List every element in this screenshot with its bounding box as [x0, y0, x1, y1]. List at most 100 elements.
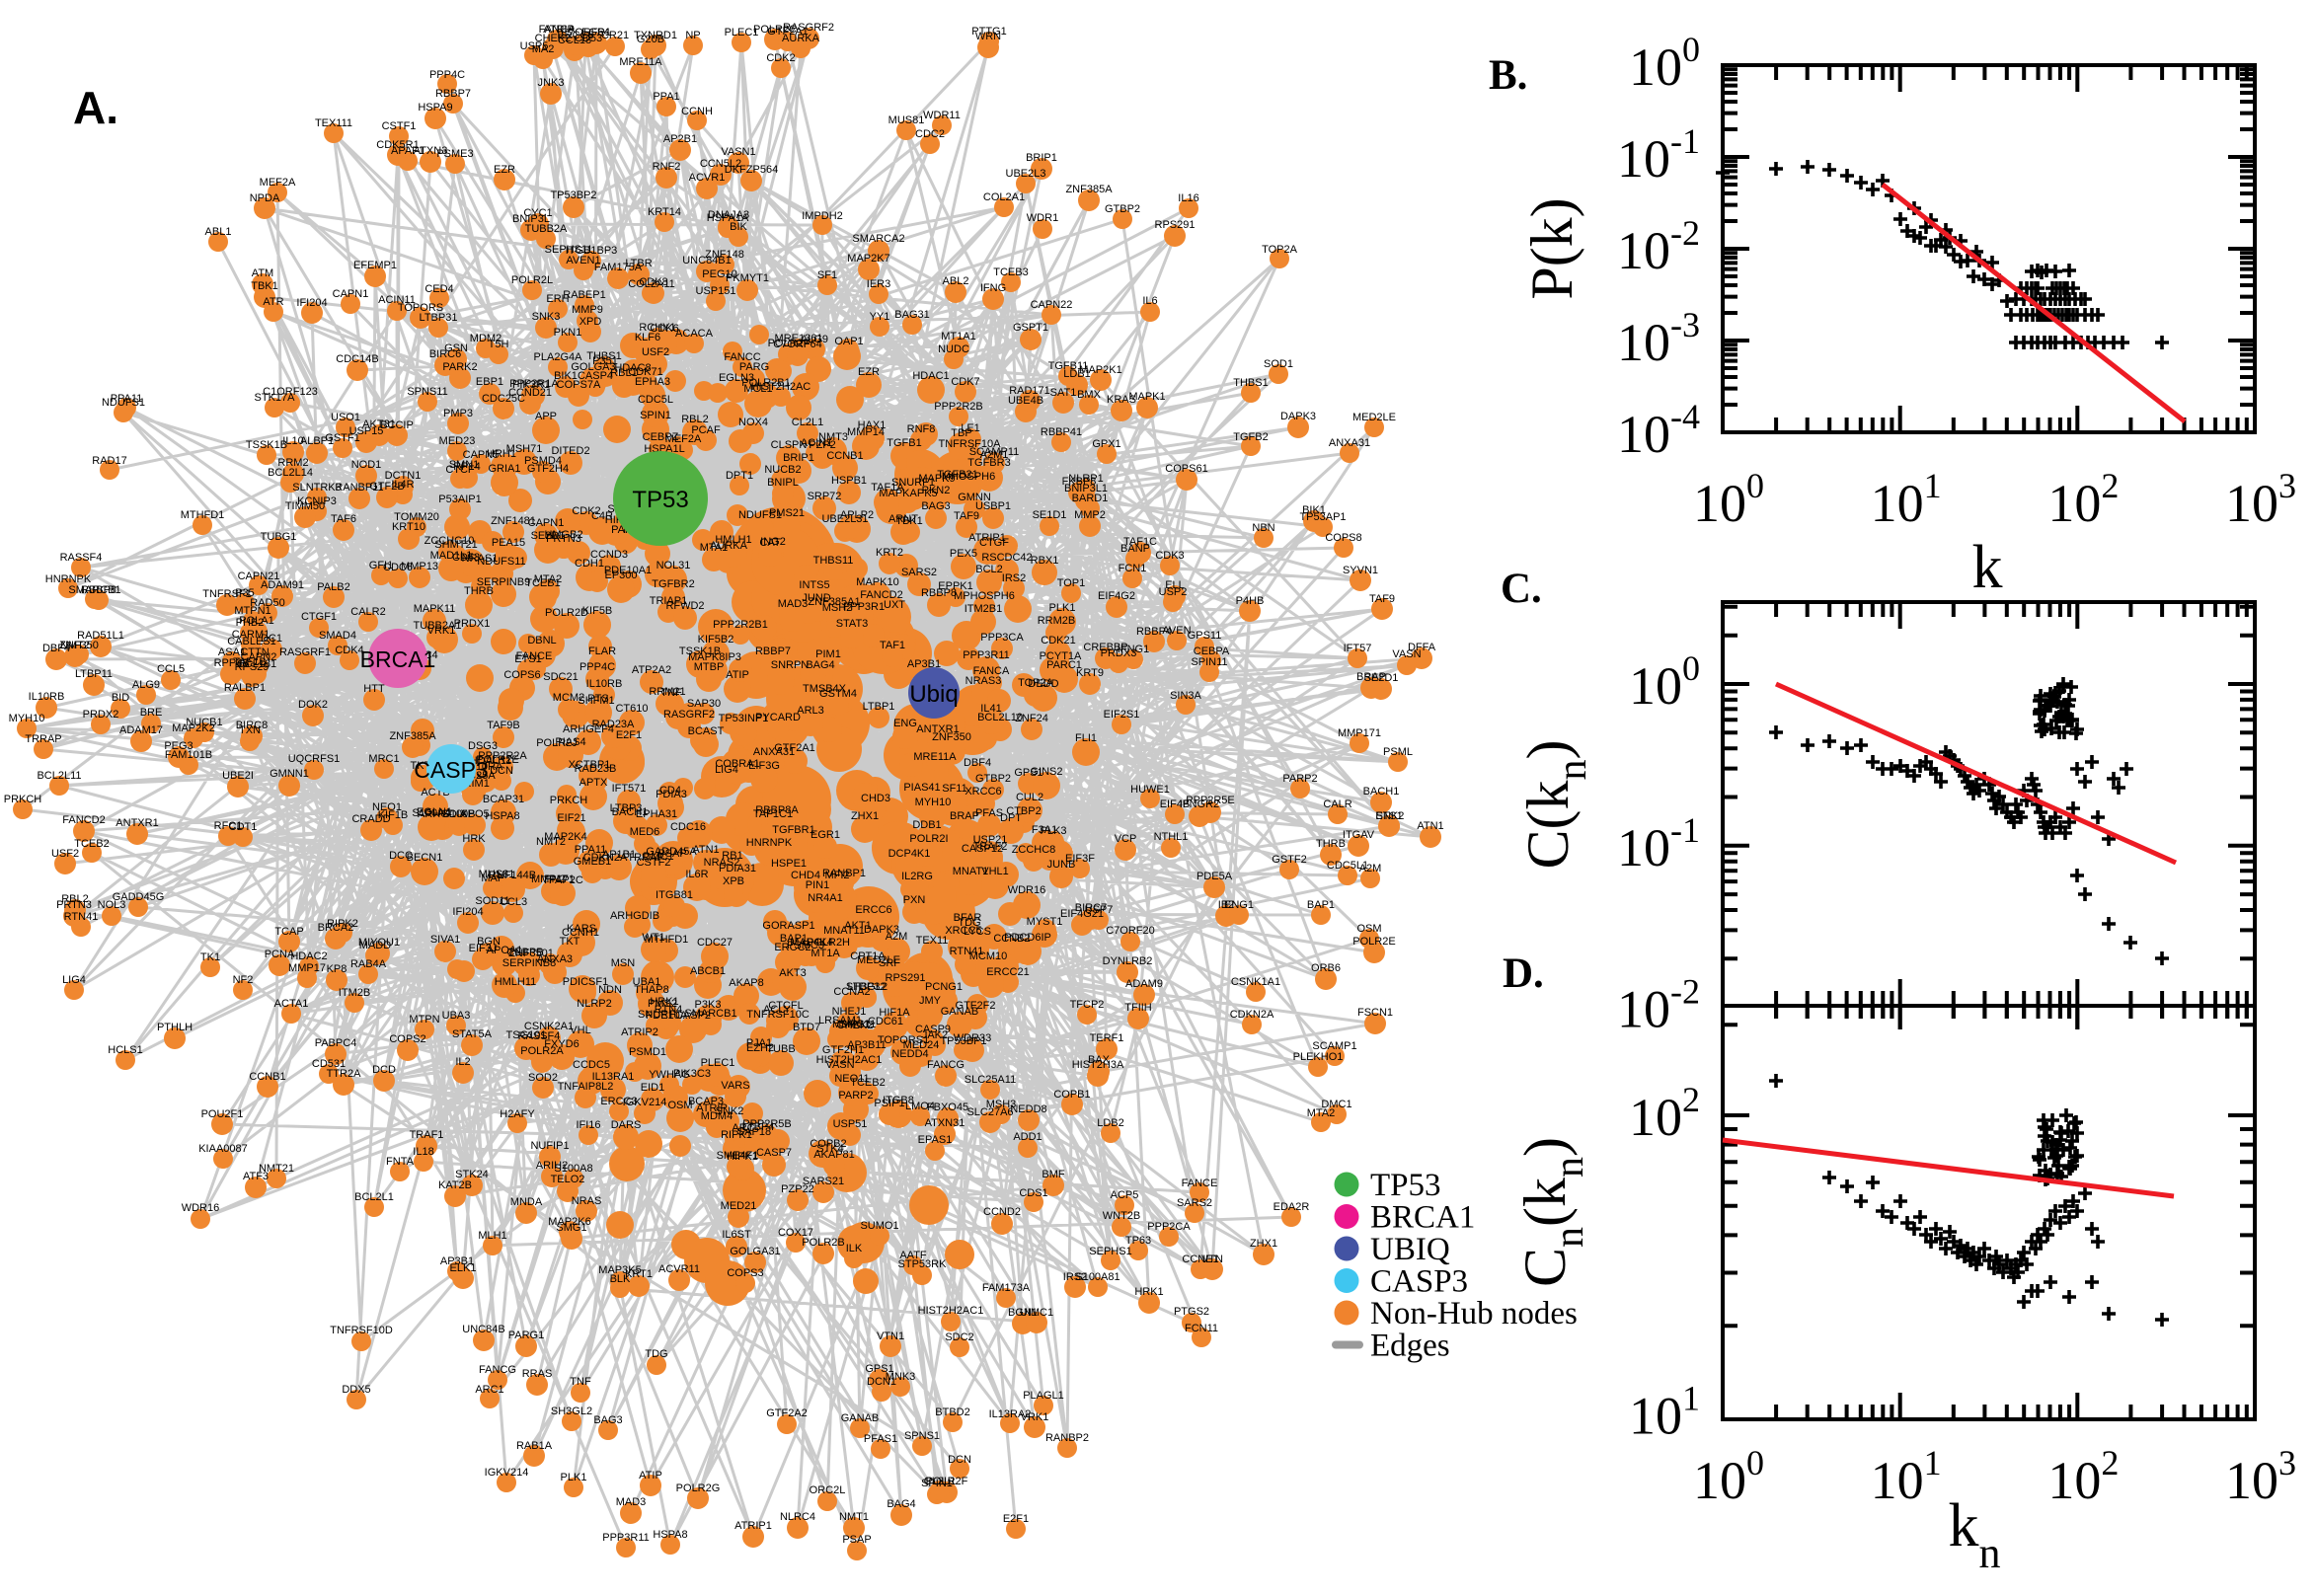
- svg-text:CDK2: CDK2: [572, 505, 600, 517]
- svg-text:PMS21: PMS21: [769, 507, 805, 519]
- svg-text:PPA11: PPA11: [575, 844, 607, 856]
- svg-text:ZNF385A: ZNF385A: [1065, 184, 1113, 195]
- svg-text:KIF5B: KIF5B: [582, 605, 613, 617]
- svg-text:BNIPL: BNIPL: [767, 477, 799, 489]
- svg-text:STAT3: STAT3: [836, 618, 869, 630]
- svg-text:CALR2: CALR2: [350, 606, 385, 618]
- svg-text:A.: A.: [73, 82, 118, 133]
- svg-text:CDC27: CDC27: [697, 937, 733, 949]
- svg-text:DPT1: DPT1: [726, 470, 753, 482]
- svg-text:PIAS41: PIAS41: [903, 782, 940, 794]
- svg-text:COL2A11: COL2A11: [628, 278, 675, 290]
- svg-text:SAP18: SAP18: [737, 1126, 771, 1138]
- svg-text:PSAP: PSAP: [657, 848, 686, 860]
- svg-text:BAP1: BAP1: [1307, 899, 1335, 911]
- svg-text:SH3GL2: SH3GL2: [551, 1406, 592, 1417]
- svg-text:EIF3J: EIF3J: [469, 943, 498, 954]
- svg-text:KAT2B: KAT2B: [438, 1179, 472, 1191]
- svg-text:XPD: XPD: [579, 316, 602, 328]
- svg-text:ILK: ILK: [846, 1243, 863, 1254]
- svg-text:COPS3: COPS3: [727, 1267, 763, 1279]
- svg-text:CCND21: CCND21: [508, 387, 552, 399]
- svg-text:CTGF: CTGF: [979, 537, 1009, 549]
- svg-text:TNFRSF10C: TNFRSF10C: [746, 1009, 810, 1021]
- svg-text:G20B: G20B: [637, 34, 664, 45]
- svg-text:SERPINB9: SERPINB9: [477, 576, 530, 588]
- svg-text:GMNN1: GMNN1: [270, 768, 309, 780]
- svg-text:IGKV214: IGKV214: [623, 1097, 667, 1108]
- svg-text:ATIP: ATIP: [726, 669, 749, 681]
- svg-text:ADD1: ADD1: [1013, 1131, 1042, 1143]
- svg-text:PRKCH: PRKCH: [4, 794, 42, 805]
- svg-text:PPP2R2B: PPP2R2B: [934, 401, 983, 413]
- svg-text:RANBP2: RANBP2: [1045, 1432, 1089, 1444]
- svg-text:TP53: TP53: [1370, 1168, 1441, 1203]
- svg-text:BIRC7: BIRC7: [1075, 902, 1107, 914]
- svg-text:CCNH: CCNH: [681, 106, 713, 117]
- svg-text:H2AFY: H2AFY: [500, 1108, 535, 1120]
- svg-text:RAD17: RAD17: [92, 455, 126, 467]
- svg-text:VARS: VARS: [721, 1080, 749, 1092]
- svg-text:DOK2: DOK2: [298, 699, 328, 711]
- svg-text:NMT1: NMT1: [839, 1511, 869, 1523]
- svg-text:HRK: HRK: [462, 833, 486, 845]
- svg-text:RNF2: RNF2: [653, 161, 681, 173]
- svg-text:BCAST: BCAST: [688, 725, 725, 737]
- svg-text:AURKA: AURKA: [710, 540, 748, 552]
- svg-text:BIK1: BIK1: [1302, 504, 1326, 516]
- svg-text:PPP3R11: PPP3R11: [602, 1532, 650, 1544]
- svg-text:ZNF350: ZNF350: [932, 731, 971, 743]
- svg-text:HMLH1: HMLH1: [715, 534, 751, 546]
- svg-text:ACVR1: ACVR1: [689, 172, 726, 184]
- svg-text:ZHX1: ZHX1: [1250, 1238, 1277, 1250]
- svg-text:NDUFS11: NDUFS11: [477, 556, 525, 568]
- svg-text:RPS291: RPS291: [886, 972, 926, 984]
- svg-text:ATRIP2: ATRIP2: [621, 1026, 658, 1038]
- svg-text:NEO11: NEO11: [834, 1073, 869, 1085]
- svg-text:TUBG1: TUBG1: [261, 531, 297, 543]
- svg-text:RP14: RP14: [453, 461, 481, 473]
- svg-text:DDX5: DDX5: [342, 1384, 370, 1396]
- svg-text:PDIA3: PDIA3: [656, 789, 687, 800]
- svg-text:EPHA31: EPHA31: [636, 808, 677, 820]
- svg-text:INTS5: INTS5: [799, 579, 829, 591]
- svg-text:JNK3: JNK3: [538, 77, 565, 89]
- svg-text:TCEB2: TCEB2: [850, 1077, 885, 1089]
- svg-text:SUMO1: SUMO1: [860, 1220, 898, 1232]
- svg-text:STAT5A: STAT5A: [452, 1028, 493, 1040]
- svg-text:A2M: A2M: [1359, 863, 1382, 874]
- svg-text:GPS1: GPS1: [865, 1363, 893, 1375]
- svg-text:PPP2CA: PPP2CA: [1147, 1221, 1191, 1233]
- svg-text:RASSF4: RASSF4: [60, 552, 103, 564]
- svg-text:COPB1: COPB1: [1053, 1089, 1090, 1101]
- svg-text:BRIP1: BRIP1: [783, 452, 814, 464]
- svg-text:KIAA0087: KIAA0087: [198, 1143, 248, 1155]
- svg-text:DKFZP564: DKFZP564: [725, 164, 778, 176]
- svg-text:FCN11: FCN11: [1185, 1323, 1218, 1334]
- svg-text:PZP22: PZP22: [781, 1183, 814, 1195]
- svg-text:SE2D1: SE2D1: [531, 530, 566, 542]
- svg-text:ETS1: ETS1: [1375, 810, 1403, 822]
- svg-text:CCNB1: CCNB1: [826, 450, 863, 462]
- svg-text:PLK3: PLK3: [1041, 825, 1067, 837]
- svg-text:RASSF4: RASSF4: [518, 1030, 561, 1042]
- svg-text:IL6ST: IL6ST: [722, 1229, 751, 1241]
- svg-text:ACIN11: ACIN11: [378, 294, 416, 306]
- svg-text:COPS61: COPS61: [1165, 463, 1207, 475]
- svg-text:ANTXR1: ANTXR1: [116, 817, 158, 829]
- svg-text:MCM10: MCM10: [969, 950, 1008, 962]
- svg-text:RSCDC42: RSCDC42: [981, 552, 1032, 564]
- svg-text:FLI1: FLI1: [1075, 732, 1097, 744]
- svg-text:STP53RK: STP53RK: [898, 1258, 948, 1270]
- svg-text:PYCARD: PYCARD: [755, 712, 801, 723]
- svg-text:NLRP2: NLRP2: [577, 998, 611, 1010]
- svg-text:HCLS1: HCLS1: [108, 1044, 142, 1056]
- svg-text:P(k): P(k): [1519, 197, 1584, 299]
- svg-text:GTF2F2: GTF2F2: [956, 1000, 996, 1012]
- svg-text:SEPHS1: SEPHS1: [1089, 1246, 1131, 1257]
- svg-text:RASGRF2: RASGRF2: [663, 709, 715, 721]
- svg-text:PABPC4: PABPC4: [315, 1037, 357, 1049]
- svg-text:GTF2A1: GTF2A1: [774, 742, 815, 754]
- svg-text:FANCA: FANCA: [539, 24, 576, 36]
- svg-text:CED4: CED4: [425, 283, 453, 295]
